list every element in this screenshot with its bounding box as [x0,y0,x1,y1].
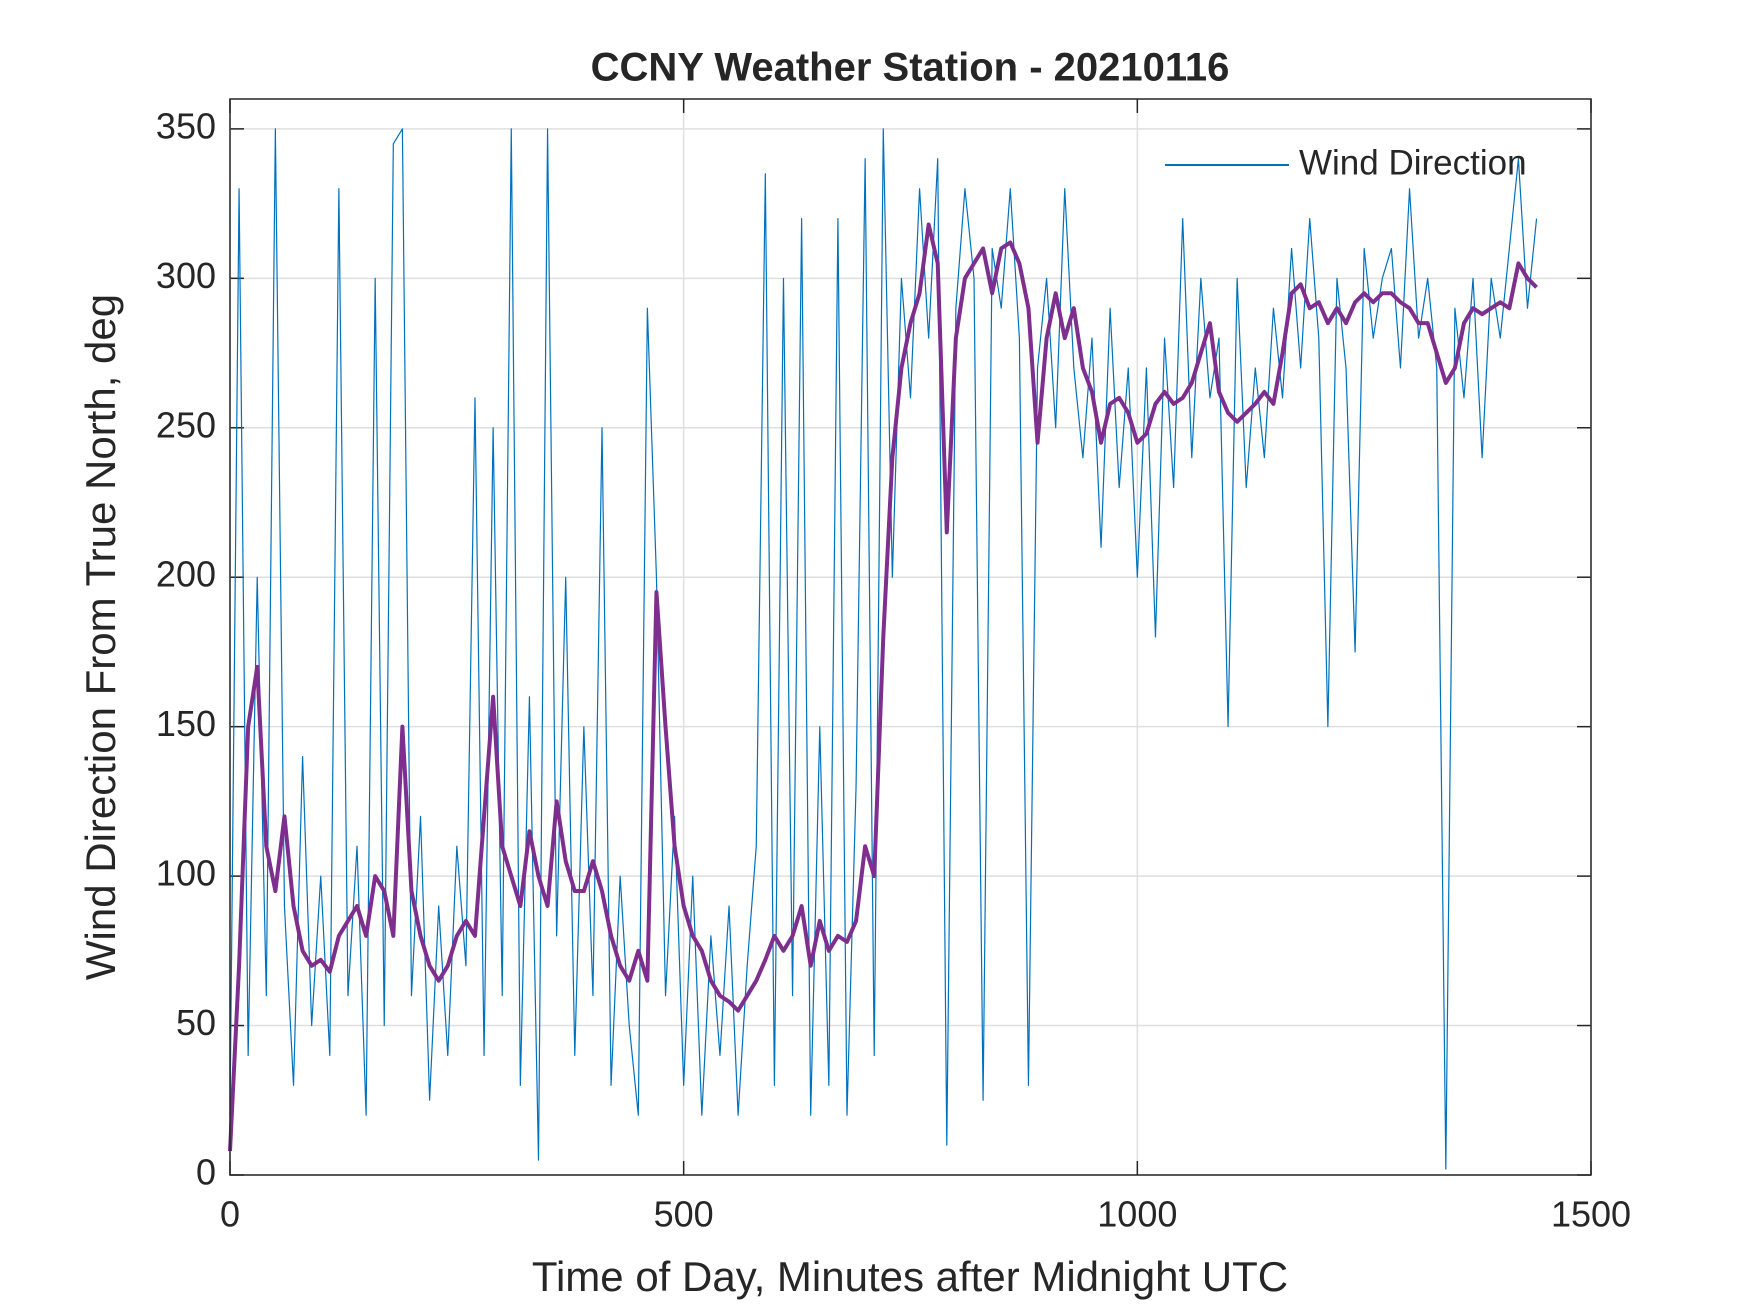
axes-box [229,98,1592,1176]
x-tick-label: 1000 [1097,1194,1177,1235]
y-tick-label: 100 [156,853,216,894]
y-tick-label: 250 [156,404,216,445]
x-tick-label: 500 [654,1194,714,1235]
y-tick-label: 0 [196,1152,216,1193]
y-tick-label: 150 [156,703,216,744]
x-tick-label: 0 [220,1194,240,1235]
x-tick-label: 1500 [1551,1194,1631,1235]
y-tick-label: 50 [176,1002,216,1043]
data-line [229,128,1538,1170]
y-tick-label: 350 [156,105,216,146]
chart-title: CCNY Weather Station - 20210116 [591,46,1230,90]
x-axis-label: Time of Day, Minutes after Midnight UTC [532,1253,1288,1300]
y-tick-label: 300 [156,255,216,296]
legend-label: Wind Direction [1299,143,1527,182]
data-line [228,222,1538,1152]
y-tick-label: 200 [156,554,216,595]
y-axis-label: Wind Direction From True North, deg [77,294,124,980]
